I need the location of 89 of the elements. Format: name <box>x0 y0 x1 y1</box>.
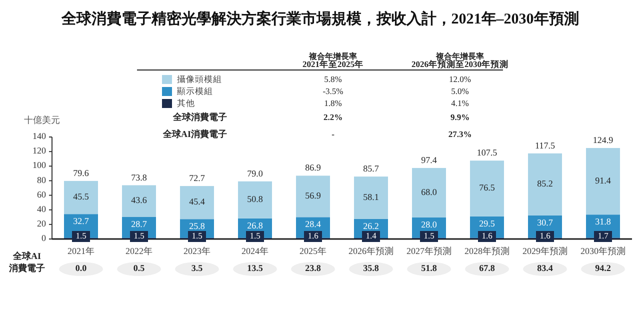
legend-label: 攝像頭模組 <box>177 74 222 84</box>
y-tick-label: 80 <box>37 174 46 185</box>
x-tick-label: 2028年預測 <box>464 246 510 256</box>
text: 複合年增長率 <box>308 50 357 61</box>
data-label: 26.8 <box>247 220 264 230</box>
data-label: 50.8 <box>247 194 264 204</box>
text: 2.2% <box>323 112 343 122</box>
chart-title: 全球消費電子精密光學解決方案行業市場規模，按收入計，2021年–2030年預測 <box>60 9 579 28</box>
data-label: 28.0 <box>421 220 438 230</box>
annotation: - <box>332 128 335 139</box>
text: 51.8 <box>421 263 438 274</box>
total-label: 79.6 <box>73 168 90 178</box>
total-label: 85.7 <box>363 164 380 174</box>
data-label: 30.7 <box>537 218 554 228</box>
text: 9.9% <box>450 112 470 122</box>
data-label: 1.6 <box>308 230 318 240</box>
data-label: 1.5 <box>192 230 202 240</box>
text: 0.5 <box>133 263 146 274</box>
data-label: 76.5 <box>479 182 496 193</box>
y-tick-label: 60 <box>37 189 46 200</box>
x-tick-label: 2025年 <box>300 246 326 256</box>
data-label: 29.5 <box>479 218 496 228</box>
annotation: 全球AI消費電子 <box>162 129 227 140</box>
data-label: 32.7 <box>73 216 90 226</box>
text: -3.5% <box>322 86 344 96</box>
y-tick-label: 100 <box>32 160 46 170</box>
data-label: 43.6 <box>131 195 148 206</box>
x-tick-label: 2027年預測 <box>406 246 452 256</box>
legend-label: 其他 <box>177 98 195 108</box>
data-label: 1.6 <box>540 230 550 240</box>
text: 12.0% <box>449 74 471 84</box>
total-label: 97.4 <box>421 155 438 166</box>
x-tick-label: 2021年 <box>68 246 94 256</box>
text: 13.5 <box>247 263 264 274</box>
data-label: 26.2 <box>363 220 379 231</box>
x-tick-label: 2026年預測 <box>348 246 394 256</box>
y-tick-label: 140 <box>32 131 46 142</box>
text: 消費電子 <box>8 263 45 274</box>
x-tick-label: 2030年預測 <box>580 246 626 256</box>
text: 4.1% <box>451 98 469 108</box>
data-label: 31.8 <box>595 216 612 227</box>
total-label: 86.9 <box>305 162 322 173</box>
total-label: 107.5 <box>476 148 498 158</box>
annotation: 27.3% <box>448 128 472 139</box>
x-tick-label: 2024年 <box>242 246 268 256</box>
total-label: 79.0 <box>247 168 264 178</box>
text: 5.8% <box>324 74 342 84</box>
y-tick-label: 40 <box>37 204 46 214</box>
text: 全球消費電子 <box>172 112 227 122</box>
data-label: 1.5 <box>134 230 144 240</box>
data-label: 25.8 <box>189 221 206 232</box>
data-label: 1.6 <box>482 230 492 240</box>
legend-label: 顯示模組 <box>177 86 213 96</box>
text: 35.8 <box>363 263 380 274</box>
total-label: 73.8 <box>131 172 148 182</box>
data-label: 1.4 <box>366 230 378 240</box>
data-label: 68.0 <box>421 186 438 197</box>
text: 0.0 <box>75 263 88 274</box>
data-label: 45.4 <box>189 196 206 207</box>
total-label: 124.9 <box>592 135 614 146</box>
data-label: 45.5 <box>73 192 90 202</box>
data-label: 28.4 <box>305 219 322 230</box>
total-label: 117.5 <box>535 140 556 150</box>
data-label: 91.4 <box>595 175 612 186</box>
x-tick-label: 2023年 <box>184 246 210 256</box>
data-label: 56.9 <box>305 190 322 200</box>
y-axis-title: 十億美元 <box>24 115 60 126</box>
data-label: 1.5 <box>76 230 86 240</box>
total-label: 72.7 <box>189 173 206 184</box>
x-tick-label: 2029年預測 <box>522 246 568 256</box>
data-label: 28.7 <box>131 219 148 230</box>
text: 複合年增長率 <box>435 50 484 61</box>
text: 全球AI <box>12 251 42 262</box>
text: 67.8 <box>479 263 496 274</box>
data-label: 85.2 <box>537 178 553 188</box>
text: 23.8 <box>305 263 322 274</box>
y-tick-label: 120 <box>32 146 46 156</box>
y-tick-label: 0 <box>42 233 46 244</box>
data-label: 1.5 <box>250 230 260 240</box>
data-label: 1.5 <box>424 230 434 240</box>
text: 94.2 <box>595 263 612 274</box>
text: 3.5 <box>191 263 204 274</box>
data-label: 1.7 <box>598 230 608 240</box>
data-label: 58.1 <box>363 192 379 202</box>
x-tick-label: 2022年 <box>126 246 152 256</box>
text: 1.8% <box>324 98 342 108</box>
text: 5.0% <box>451 86 469 96</box>
y-tick-label: 20 <box>37 218 46 228</box>
text: 83.4 <box>537 263 554 274</box>
